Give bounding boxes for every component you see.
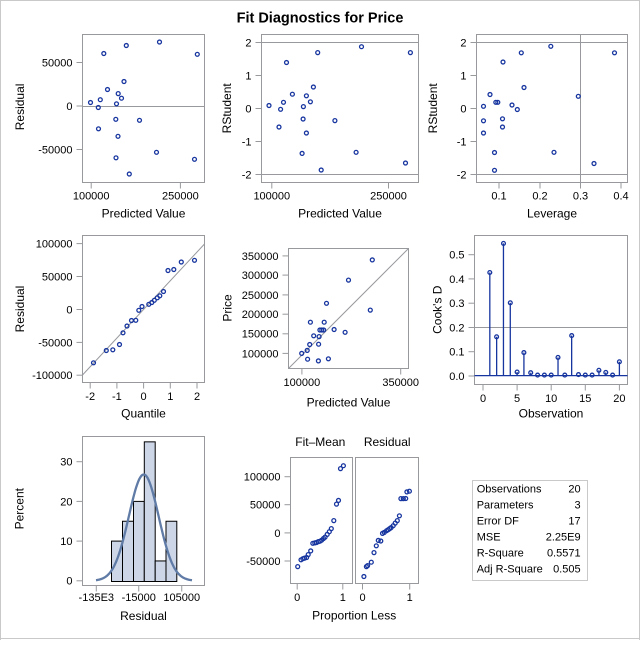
svg-text:300000: 300000 [242,270,279,282]
svg-text:Residual: Residual [13,286,27,333]
svg-text:Predicted Value: Predicted Value [307,395,391,409]
svg-text:20: 20 [60,496,72,508]
svg-text:Observations: Observations [477,484,542,496]
svg-text:Proportion Less: Proportion Less [312,609,396,623]
svg-text:-50000: -50000 [246,556,280,568]
svg-text:RStudent: RStudent [426,83,440,134]
svg-text:-50000: -50000 [38,144,72,156]
svg-text:50000: 50000 [42,57,73,69]
svg-text:5: 5 [514,393,520,405]
svg-text:0.505: 0.505 [553,564,581,576]
svg-text:100000: 100000 [36,239,73,251]
svg-text:30: 30 [60,457,72,469]
svg-text:0: 0 [274,528,280,540]
svg-text:-1: -1 [457,136,467,148]
svg-text:-2: -2 [85,391,95,403]
svg-text:20: 20 [568,484,580,496]
svg-text:105000: 105000 [163,592,200,604]
svg-text:0: 0 [66,101,72,113]
svg-text:-135E3: -135E3 [79,592,114,604]
svg-text:Price: Price [220,294,234,322]
svg-text:Fit Diagnostics for Price: Fit Diagnostics for Price [237,10,404,26]
svg-text:250000: 250000 [162,191,199,203]
svg-text:Percent: Percent [13,487,27,529]
svg-text:-100000: -100000 [32,370,72,382]
svg-text:100000: 100000 [253,191,290,203]
svg-text:Residual: Residual [364,435,411,449]
svg-text:-2: -2 [457,169,467,181]
svg-text:Observation: Observation [519,407,584,421]
svg-text:Predicted Value: Predicted Value [102,206,186,220]
svg-text:0.1: 0.1 [449,347,464,359]
svg-text:20: 20 [613,393,625,405]
svg-text:100000: 100000 [284,377,321,389]
svg-text:3: 3 [574,500,580,512]
svg-text:50000: 50000 [42,271,73,283]
svg-text:-15000: -15000 [122,592,156,604]
svg-text:2: 2 [460,37,466,49]
svg-text:Leverage: Leverage [527,206,577,220]
svg-text:0: 0 [66,304,72,316]
svg-text:0: 0 [359,592,365,604]
svg-text:17: 17 [568,516,580,528]
svg-text:350000: 350000 [242,251,279,263]
svg-text:1: 1 [167,391,173,403]
svg-text:100000: 100000 [244,472,281,484]
svg-text:10: 10 [545,393,557,405]
svg-text:Adj R-Square: Adj R-Square [477,564,543,576]
svg-text:2.25E9: 2.25E9 [546,532,581,544]
svg-text:Error DF: Error DF [477,516,519,528]
svg-text:0.1: 0.1 [491,191,506,203]
svg-text:Residual: Residual [13,84,27,131]
svg-text:50000: 50000 [250,500,281,512]
svg-text:15: 15 [579,393,591,405]
svg-text:RStudent: RStudent [220,83,234,134]
svg-text:2: 2 [194,391,200,403]
svg-text:1: 1 [407,592,413,604]
svg-text:0.2: 0.2 [449,322,464,334]
svg-text:200000: 200000 [242,309,279,321]
svg-text:0.2: 0.2 [532,191,547,203]
svg-text:0.5: 0.5 [449,250,464,262]
svg-text:0.5571: 0.5571 [547,548,581,560]
svg-text:Predicted Value: Predicted Value [298,206,382,220]
svg-text:R-Square: R-Square [477,548,524,560]
svg-text:1: 1 [340,592,346,604]
svg-text:Fit–Mean: Fit–Mean [295,435,345,449]
svg-text:0.3: 0.3 [573,191,588,203]
svg-text:250000: 250000 [242,290,279,302]
svg-text:10: 10 [60,536,72,548]
svg-text:0: 0 [66,576,72,588]
svg-text:0: 0 [460,103,466,115]
svg-text:-2: -2 [242,169,252,181]
svg-text:Quantile: Quantile [121,407,166,421]
svg-text:1: 1 [245,70,251,82]
svg-text:0: 0 [141,391,147,403]
svg-text:0.4: 0.4 [613,191,628,203]
svg-text:250000: 250000 [370,191,407,203]
svg-text:Cook's D: Cook's D [430,285,444,334]
svg-text:-1: -1 [242,136,252,148]
svg-text:0.4: 0.4 [449,274,464,286]
svg-text:0: 0 [245,103,251,115]
svg-text:2: 2 [245,37,251,49]
svg-text:Residual: Residual [120,609,167,623]
svg-text:150000: 150000 [242,329,279,341]
svg-text:-50000: -50000 [38,337,72,349]
svg-text:0.0: 0.0 [449,371,464,383]
svg-text:0.3: 0.3 [449,298,464,310]
svg-text:MSE: MSE [477,532,501,544]
svg-text:1: 1 [460,70,466,82]
svg-text:0: 0 [480,393,486,405]
svg-text:Parameters: Parameters [477,500,534,512]
svg-text:-1: -1 [112,391,122,403]
svg-text:100000: 100000 [242,348,279,360]
svg-text:100000: 100000 [73,191,110,203]
svg-text:350000: 350000 [382,377,419,389]
svg-text:0: 0 [294,592,300,604]
